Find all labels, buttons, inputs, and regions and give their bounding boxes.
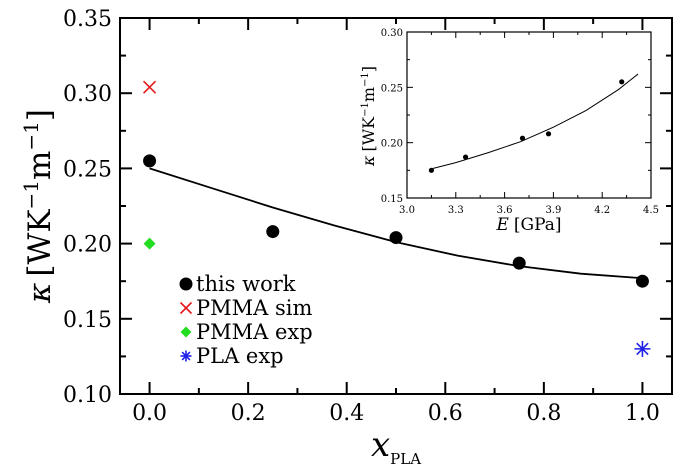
legend-item: PLA exp <box>180 344 284 368</box>
legend-marker-asterisk-stroke-3 <box>181 351 191 361</box>
inset-y-tick-label: 0.15 <box>381 194 403 205</box>
inset-y-tick-label: 0.20 <box>381 139 403 150</box>
main-x-tick-label: 0.8 <box>526 401 561 426</box>
main-x-tick-label: 0.0 <box>132 401 167 426</box>
inset-y-axis-unit-open: [WK <box>359 116 378 152</box>
legend-marker-x-stroke-b <box>179 301 193 315</box>
main-point-circle <box>143 154 157 168</box>
main-x-axis-title: xPLA <box>371 425 421 464</box>
main-point-circle <box>635 274 649 288</box>
inset-point <box>619 79 625 85</box>
inset-x-axis-symbol: E <box>495 215 509 235</box>
main-y-tick-label: 0.10 <box>63 383 112 408</box>
main-y-axis-sup2: −1 <box>19 121 43 150</box>
legend-label: PLA exp <box>196 344 284 368</box>
inset-y-tick-label: 0.30 <box>381 28 403 39</box>
main-y-axis-unit-close: ] <box>22 109 58 121</box>
main-x-tick-label: 1.0 <box>625 401 660 426</box>
main-ticks <box>120 17 672 395</box>
legend-label: this work <box>196 272 296 296</box>
inset-y-axis-title: κ[WK−1m−1] <box>359 66 378 167</box>
inset-point <box>519 135 526 141</box>
main-x-axis-subscript: PLA <box>390 450 421 464</box>
main-x-axis-symbol: x <box>371 425 390 464</box>
main-y-axis-symbol: κ <box>22 283 58 304</box>
inset-y-tick-label: 0.25 <box>381 83 403 94</box>
main-x-tick-label: 0.6 <box>428 401 463 426</box>
main-y-tick-label: 0.15 <box>63 308 112 333</box>
inset-tick-labels: 3.0 3.3 3.6 3.9 4.2 4.5 0.15 0.20 0.25 0.30 <box>381 28 659 216</box>
inset-plot-frame <box>406 31 652 199</box>
main-y-axis-sup1: −1 <box>19 180 43 209</box>
main-point-circle <box>512 256 526 270</box>
inset-fit-curve <box>429 73 639 170</box>
main-x-tick-label: 0.2 <box>231 401 266 426</box>
legend-label: PMMA sim <box>196 296 312 320</box>
main-points <box>143 80 651 357</box>
main-y-tick-label: 0.20 <box>63 233 112 258</box>
main-y-axis-unit-mid: m <box>22 151 58 180</box>
main-point-x-stroke-b <box>143 80 157 94</box>
inset-point <box>545 131 552 137</box>
inset-fit <box>429 73 639 170</box>
main-y-tick-label: 0.35 <box>63 7 112 32</box>
inset-plot: 3.0 3.3 3.6 3.9 4.2 4.5 0.15 0.20 0.25 0.30 E [GPa… <box>359 28 659 235</box>
main-x-tick-label: 0.4 <box>329 401 364 426</box>
inset-x-tick-label: 3.9 <box>545 205 561 216</box>
inset-y-axis-symbol: κ <box>359 155 378 167</box>
inset-x-tick-label: 4.2 <box>594 205 610 216</box>
inset-x-axis-title: E [GPa] <box>495 215 561 235</box>
main-point-asterisk <box>634 340 651 357</box>
inset-x-tick-label: 3.3 <box>448 205 464 216</box>
main-point-asterisk-stroke-3 <box>636 342 649 356</box>
inset-y-axis-unit-mid: m <box>359 87 378 102</box>
inset-x-axis-unit: [GPa] <box>514 215 562 235</box>
inset-x-tick-label: 4.5 <box>643 205 659 216</box>
main-plot: 0.0 0.2 0.4 0.6 0.8 1.0 0.10 0.15 0.20 0.25 0.30 0.… <box>19 7 673 464</box>
main-point-diamond <box>143 237 156 250</box>
inset-y-axis-sup1: −1 <box>360 102 371 117</box>
inset-x-tick-label: 3.0 <box>399 205 415 216</box>
main-y-tick-label: 0.25 <box>63 157 112 182</box>
legend-item: this work <box>179 272 296 296</box>
inset-point <box>428 167 434 173</box>
main-point-circle <box>266 225 280 239</box>
inset-point <box>462 154 469 160</box>
inset-y-axis-sup2: −1 <box>360 72 371 87</box>
legend-label: PMMA exp <box>196 320 313 344</box>
legend-marker-diamond <box>180 326 192 338</box>
legend-marker-x <box>179 301 193 315</box>
inset-y-axis-unit-close: ] <box>359 66 378 72</box>
main-y-axis-unit-open: [WK <box>22 209 58 277</box>
legend-item: PMMA exp <box>180 320 313 344</box>
main-y-tick-label: 0.30 <box>63 82 112 107</box>
main-y-axis-title: κ[WK−1m−1] <box>19 109 58 304</box>
main-point-circle <box>389 231 403 245</box>
legend-marker-circle <box>179 277 193 291</box>
inset-ticks <box>406 31 652 199</box>
legend-marker-asterisk <box>180 350 192 362</box>
legend-item: PMMA sim <box>179 296 312 320</box>
main-tick-labels: 0.0 0.2 0.4 0.6 0.8 1.0 0.10 0.15 0.20 0.25 0.30 0.… <box>63 7 660 426</box>
inset-points <box>428 79 625 173</box>
main-point-x <box>143 80 157 94</box>
inset-x-tick-label: 3.6 <box>497 205 513 216</box>
